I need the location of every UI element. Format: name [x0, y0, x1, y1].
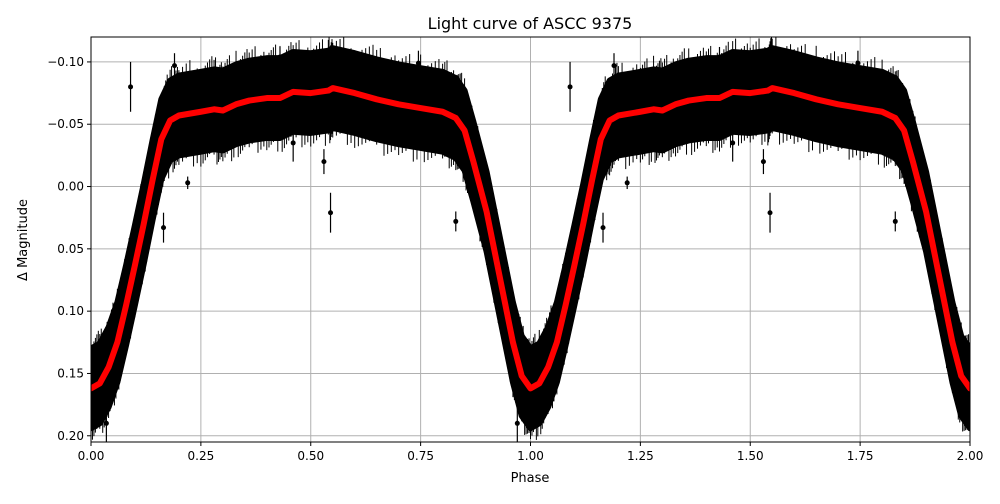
data-point — [716, 54, 722, 60]
data-point — [892, 218, 898, 224]
data-point — [600, 225, 606, 231]
x-tick-label: 1.50 — [737, 449, 764, 463]
data-point — [321, 159, 327, 165]
plot-area — [91, 37, 970, 442]
x-tick-label: 1.75 — [847, 449, 874, 463]
x-tick-label: 0.25 — [188, 449, 215, 463]
data-point — [277, 54, 283, 60]
x-tick-label: 0.75 — [407, 449, 434, 463]
model-curve — [91, 85, 970, 392]
data-point — [567, 84, 573, 90]
chart-title: Light curve of ASCC 9375 — [428, 14, 633, 33]
data-point — [760, 159, 766, 165]
data-point — [161, 225, 167, 231]
data-point — [611, 63, 617, 69]
plot-frame — [90, 36, 971, 443]
y-tick-label: 0.20 — [57, 429, 84, 443]
data-point — [103, 420, 109, 426]
x-axis-label: Phase — [511, 471, 550, 486]
data-point — [415, 60, 421, 66]
y-tick-label: 0.10 — [57, 304, 84, 318]
data-point — [328, 210, 334, 216]
data-point — [290, 140, 296, 146]
data-point — [172, 63, 178, 69]
axes: 0.00 0.25 0.50 0.75 1.00 1.25 1.50 1.75 2.00 −0.1… — [47, 55, 983, 463]
y-tick-label: −0.10 — [47, 55, 84, 69]
data-point — [128, 84, 134, 90]
x-tick-label: 2.00 — [957, 449, 984, 463]
data-point — [453, 218, 459, 224]
x-tick-label: 0.00 — [78, 449, 105, 463]
data-point — [185, 180, 191, 186]
y-tick-label: 0.00 — [57, 180, 84, 194]
data-point — [624, 180, 630, 186]
x-tick-label: 1.00 — [517, 449, 544, 463]
y-axis-label: Δ Magnitude — [16, 199, 31, 281]
data-point — [855, 60, 861, 66]
y-tick-label: 0.05 — [57, 242, 84, 256]
x-tick-label: 0.50 — [297, 449, 324, 463]
data-point — [514, 420, 520, 426]
data-point — [730, 140, 736, 146]
x-tick-label: 1.25 — [627, 449, 654, 463]
y-tick-label: 0.15 — [57, 366, 84, 380]
y-tick-label: −0.05 — [47, 117, 84, 131]
data-point — [767, 210, 773, 216]
